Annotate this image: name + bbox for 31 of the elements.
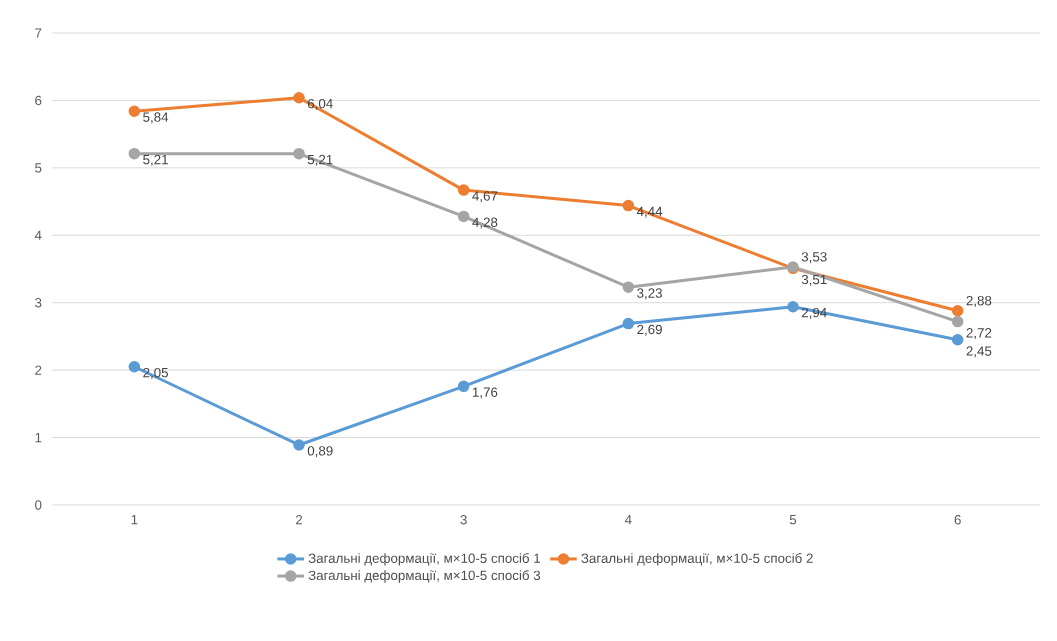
data-label: 5,21 (307, 154, 333, 166)
data-label: 3,53 (801, 252, 827, 264)
y-tick-label: 7 (35, 28, 42, 38)
x-tick-label: 2 (295, 515, 303, 525)
y-tick-label: 2 (35, 365, 42, 375)
legend-label: Загальні деформації, м×10-5 спосіб 2 (581, 553, 813, 566)
legend-label: Загальні деформації, м×10-5 спосіб 1 (308, 553, 541, 566)
x-tick-label: 4 (624, 515, 632, 525)
x-tick-label: 5 (789, 515, 797, 525)
data-label: 1,76 (472, 387, 498, 399)
data-label: 5,84 (143, 112, 169, 124)
data-label: 5,21 (143, 154, 168, 166)
data-label: 2,72 (966, 328, 992, 340)
data-label: 3,51 (801, 274, 827, 286)
x-tick-label: 3 (460, 515, 467, 525)
x-tick-label: 6 (954, 515, 961, 525)
data-label: 2,88 (966, 295, 992, 307)
data-label: 2,69 (637, 324, 662, 336)
data-label: 0,89 (307, 446, 333, 458)
y-tick-label: 4 (34, 230, 42, 240)
y-tick-label: 0 (35, 500, 42, 510)
data-label: 4,28 (472, 217, 498, 229)
data-label: 2,45 (966, 346, 992, 358)
data-label: 3,23 (637, 288, 662, 300)
y-tick-label: 6 (35, 95, 42, 106)
x-tick-label: 1 (131, 515, 138, 525)
data-label: 4,67 (472, 191, 498, 203)
y-tick-label: 5 (35, 163, 42, 173)
y-tick-label: 1 (35, 432, 42, 443)
y-tick-label: 3 (35, 297, 42, 308)
legend-label: Загальні деформації, м×10-5 спосіб 3 (308, 570, 541, 583)
